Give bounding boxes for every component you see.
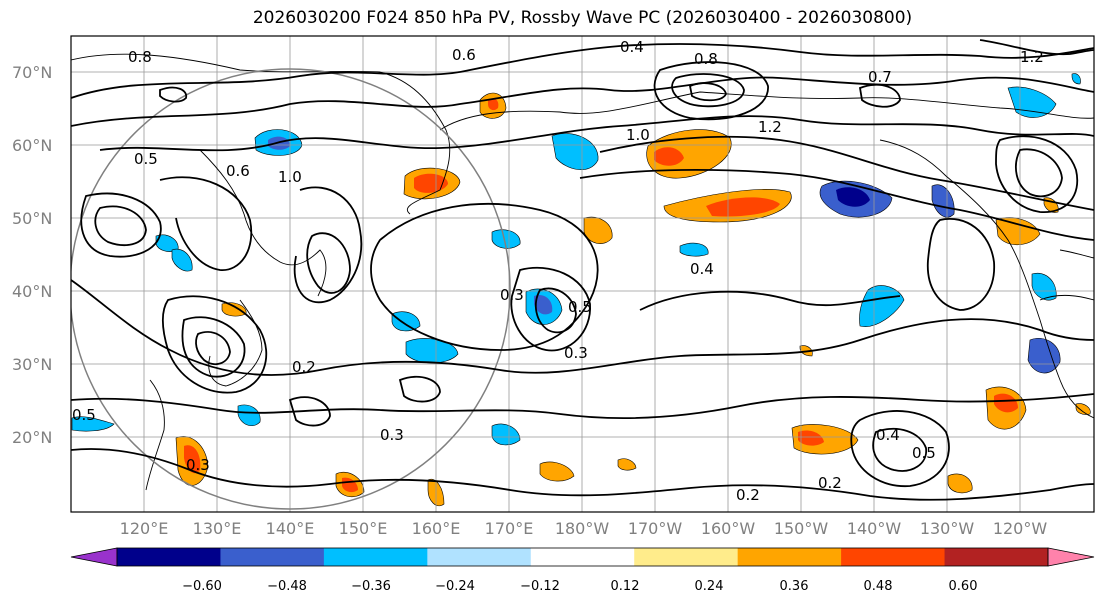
colorbar-tick-label: −0.36 (351, 579, 391, 594)
contour-label: 0.6 (226, 162, 250, 180)
contour-label: 0.5 (912, 444, 936, 462)
colorbar-segment (944, 548, 1049, 566)
pv-contours (71, 39, 1094, 501)
colorbar-tick-label: 0.24 (695, 579, 724, 594)
latitude-labels: 70°N 60°N 50°N 40°N 30°N 20°N (12, 63, 52, 447)
contour-label: 0.4 (620, 38, 644, 56)
lat-label: 50°N (12, 209, 52, 228)
lat-label: 20°N (12, 428, 52, 447)
contour-label: 0.8 (128, 48, 152, 66)
contour-label: 0.6 (452, 46, 476, 64)
contour-label: 0.3 (500, 286, 524, 304)
colorbar-segment (841, 548, 946, 566)
contour-label: 1.2 (758, 118, 782, 136)
colorbar-tick-label: 0.12 (611, 579, 640, 594)
colorbar-tick-label: −0.12 (520, 579, 560, 594)
contour-label: 0.3 (186, 456, 210, 474)
longitude-labels: 120°E 130°E 140°E 150°E 160°E 170°E 180°… (120, 519, 1048, 538)
colorbar-tick-label: −0.60 (182, 579, 222, 594)
lon-label: 150°E (339, 519, 388, 538)
contour-label: 0.2 (292, 358, 316, 376)
contour-label: 1.0 (626, 126, 650, 144)
map-panel: 0.8 0.6 0.4 0.8 0.7 1.2 1.0 1.2 0.5 0.6 … (70, 35, 1095, 513)
lon-label: 140°W (847, 519, 902, 538)
contour-label: 1.2 (1020, 48, 1044, 66)
colorbar-segment (323, 548, 428, 566)
contour-label: 0.2 (818, 474, 842, 492)
colorbar-max-arrow (1047, 547, 1095, 567)
lon-label: 170°W (628, 519, 683, 538)
lon-label: 180°W (555, 519, 610, 538)
graticule (71, 36, 1094, 512)
lat-label: 70°N (12, 63, 52, 82)
contour-label: 0.3 (564, 344, 588, 362)
lon-label: 130°E (193, 519, 242, 538)
colorbar: −0.60 −0.48 −0.36 −0.24 −0.12 0.12 0.24 … (70, 547, 1095, 594)
colorbar-segment (634, 548, 739, 566)
colorbar-segment (530, 548, 635, 566)
colorbar-segment (737, 548, 842, 566)
colorbar-segment (427, 548, 532, 566)
contour-label: 0.5 (568, 298, 592, 316)
contour-label: 0.8 (694, 50, 718, 68)
colorbar-tick-label: −0.48 (267, 579, 307, 594)
contour-labels: 0.8 0.6 0.4 0.8 0.7 1.2 1.0 1.2 0.5 0.6 … (72, 38, 1044, 504)
lat-label: 30°N (12, 355, 52, 374)
map-title: 2026030200 F024 850 hPa PV, Rossby Wave … (252, 8, 913, 28)
contour-label: 0.5 (72, 406, 96, 424)
range-ring (71, 68, 511, 510)
colorbar-segment (220, 548, 325, 566)
lat-label: 60°N (12, 136, 52, 155)
lon-label: 150°W (774, 519, 829, 538)
map-frame (70, 35, 1095, 513)
contour-label: 1.0 (278, 168, 302, 186)
colorbar-segment (117, 548, 221, 566)
contour-label: 0.4 (690, 260, 714, 278)
colorbar-tick-label: 0.60 (949, 579, 978, 594)
contour-label: 0.7 (868, 68, 892, 86)
colorbar-tick-label: −0.24 (435, 579, 475, 594)
colorbar-tick-label: 0.36 (780, 579, 809, 594)
colorbar-tick-label: 0.48 (864, 579, 893, 594)
contour-label: 0.3 (380, 426, 404, 444)
lon-label: 130°W (920, 519, 975, 538)
lat-label: 40°N (12, 282, 52, 301)
lon-label: 140°E (266, 519, 315, 538)
colorbar-segments (70, 547, 1095, 567)
contour-label: 0.5 (134, 150, 158, 168)
lon-label: 160°E (412, 519, 461, 538)
contour-label: 0.4 (876, 426, 900, 444)
colorbar-outline (116, 547, 1049, 567)
lon-label: 170°E (485, 519, 534, 538)
lon-label: 120°W (993, 519, 1048, 538)
colorbar-min-arrow (70, 547, 118, 567)
contour-label: 0.2 (736, 486, 760, 504)
lon-label: 120°E (120, 519, 169, 538)
lon-label: 160°W (701, 519, 756, 538)
colorbar-ticks: −0.60 −0.48 −0.36 −0.24 −0.12 0.12 0.24 … (182, 579, 977, 594)
